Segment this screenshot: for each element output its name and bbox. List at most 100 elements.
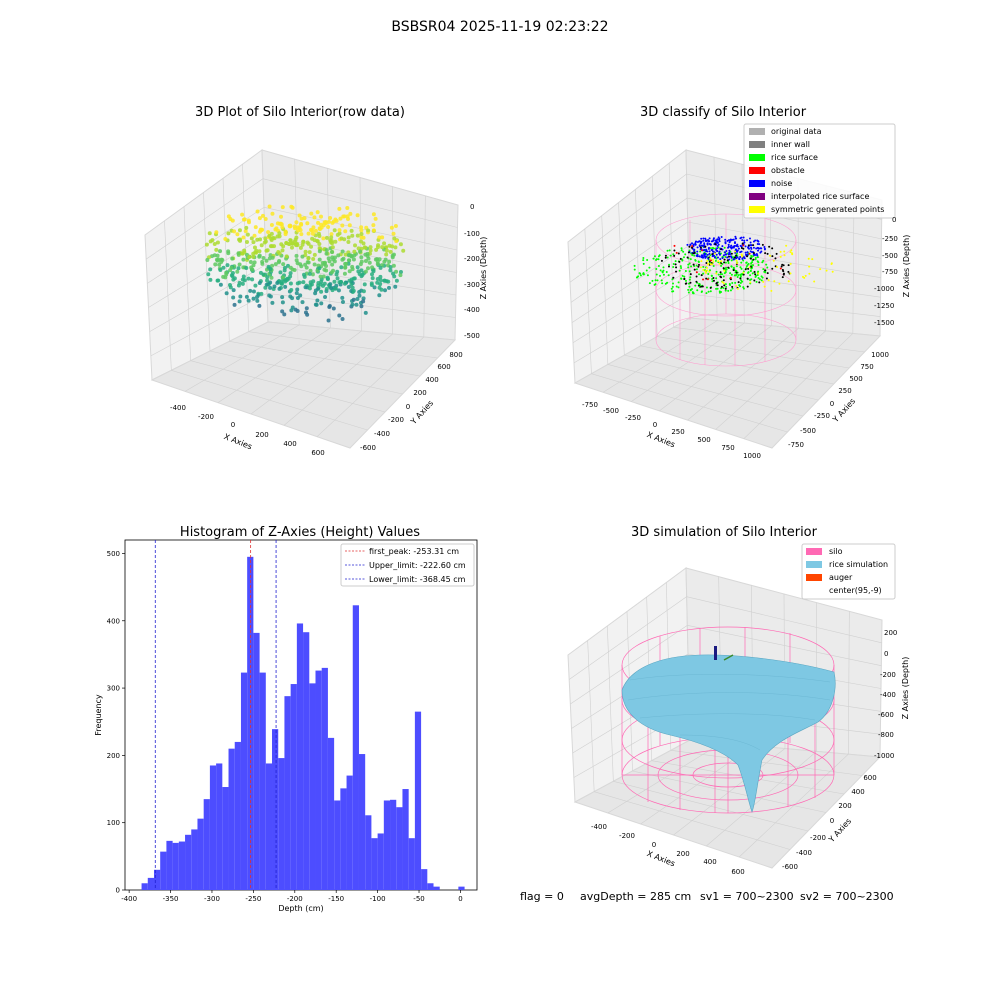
- cls-point: [719, 271, 722, 274]
- cls-point: [750, 255, 753, 258]
- raw-point: [325, 276, 330, 281]
- raw-point: [224, 291, 229, 296]
- raw-point: [207, 231, 212, 236]
- raw-point: [251, 296, 256, 301]
- raw-point: [259, 291, 264, 296]
- cls-point: [688, 249, 691, 252]
- cls-point: [732, 258, 735, 261]
- raw-point: [391, 231, 396, 236]
- cls-point: [690, 287, 693, 290]
- cls-point: [668, 263, 671, 266]
- hist-bar: [334, 800, 341, 890]
- hist-bar: [458, 886, 465, 890]
- raw-point: [380, 235, 385, 240]
- raw-point: [270, 263, 275, 268]
- hist-bar: [309, 683, 316, 890]
- sim-z-tick: -800: [878, 731, 894, 739]
- cls-point: [766, 252, 769, 255]
- cls-point: [688, 262, 691, 265]
- raw-y-tick: -200: [388, 416, 404, 424]
- raw-point: [309, 244, 314, 249]
- raw-point: [391, 263, 396, 268]
- raw-point: [286, 263, 291, 268]
- raw-point: [365, 266, 370, 271]
- raw-point: [295, 308, 300, 313]
- cls-point: [688, 285, 691, 288]
- cls-point: [704, 237, 707, 240]
- cls-point: [700, 256, 703, 259]
- legend-label: inner wall: [771, 140, 810, 149]
- cls-point: [729, 276, 732, 279]
- cls-point: [671, 278, 674, 281]
- cls-point: [677, 281, 680, 284]
- cls-point: [711, 253, 714, 256]
- legend-label: Upper_limit: -222.60 cm: [369, 561, 466, 570]
- raw-point: [321, 274, 326, 279]
- cls-point: [715, 282, 718, 285]
- raw-point: [361, 296, 366, 301]
- raw-point: [306, 256, 311, 261]
- raw-point: [300, 254, 305, 259]
- raw-point: [224, 270, 229, 275]
- cls-point: [717, 243, 720, 246]
- hist-bar: [408, 838, 415, 890]
- cls-point: [757, 272, 760, 275]
- cls-point: [731, 287, 734, 290]
- cls-point: [733, 256, 736, 259]
- raw-point: [205, 257, 210, 262]
- cls-point: [707, 263, 710, 266]
- raw-point: [401, 248, 406, 253]
- sv2-text: sv2 = 700~2300: [800, 890, 894, 903]
- cls-point: [744, 268, 747, 271]
- cls-point: [709, 247, 712, 250]
- raw-point: [226, 251, 231, 256]
- cls-point: [727, 262, 730, 265]
- grid-line: [631, 322, 745, 402]
- raw-point: [387, 243, 392, 248]
- cls-point: [757, 270, 760, 273]
- cls-point: [695, 280, 698, 283]
- raw-point: [382, 241, 387, 246]
- raw-point: [287, 223, 293, 229]
- cls-point: [743, 257, 746, 260]
- cls-point: [735, 265, 738, 268]
- hist-bar: [402, 789, 409, 890]
- cls-point: [724, 261, 727, 264]
- cls-point: [758, 281, 761, 284]
- cls-point: [724, 251, 727, 254]
- hist-x-tick-label: -300: [204, 895, 220, 903]
- cls-point: [787, 270, 790, 273]
- cls-point: [719, 275, 722, 278]
- cls-point: [808, 272, 811, 275]
- hist-bar: [147, 877, 154, 890]
- cls-point: [697, 260, 700, 263]
- cls-point: [681, 258, 684, 261]
- raw-point: [378, 278, 383, 283]
- cls-point: [789, 272, 792, 275]
- raw-point: [276, 260, 281, 265]
- raw-point: [280, 309, 285, 314]
- raw-point: [246, 276, 251, 281]
- cls-point: [715, 253, 718, 256]
- cls-point: [731, 282, 734, 285]
- raw-point: [359, 304, 364, 309]
- raw-point: [326, 318, 331, 323]
- raw-point: [324, 251, 329, 256]
- cls-point: [688, 278, 691, 281]
- grid-line: [687, 221, 882, 259]
- cls-point: [700, 244, 703, 247]
- sim-x-label: X Axies: [646, 849, 677, 868]
- histogram-title: Histogram of Z-Axies (Height) Values: [180, 525, 420, 540]
- cls-point: [687, 291, 690, 294]
- cls-point: [667, 274, 670, 277]
- cls-point: [716, 241, 719, 244]
- grid-line: [689, 293, 881, 317]
- cls-point: [696, 289, 699, 292]
- raw-point: [324, 221, 329, 226]
- cls-z-tick: -250: [882, 235, 898, 243]
- raw-point: [355, 233, 360, 238]
- raw-point: [330, 255, 335, 260]
- cls-point: [705, 286, 708, 289]
- cls-z-label: Z Axies (Depth): [902, 235, 911, 298]
- raw-point: [305, 240, 310, 245]
